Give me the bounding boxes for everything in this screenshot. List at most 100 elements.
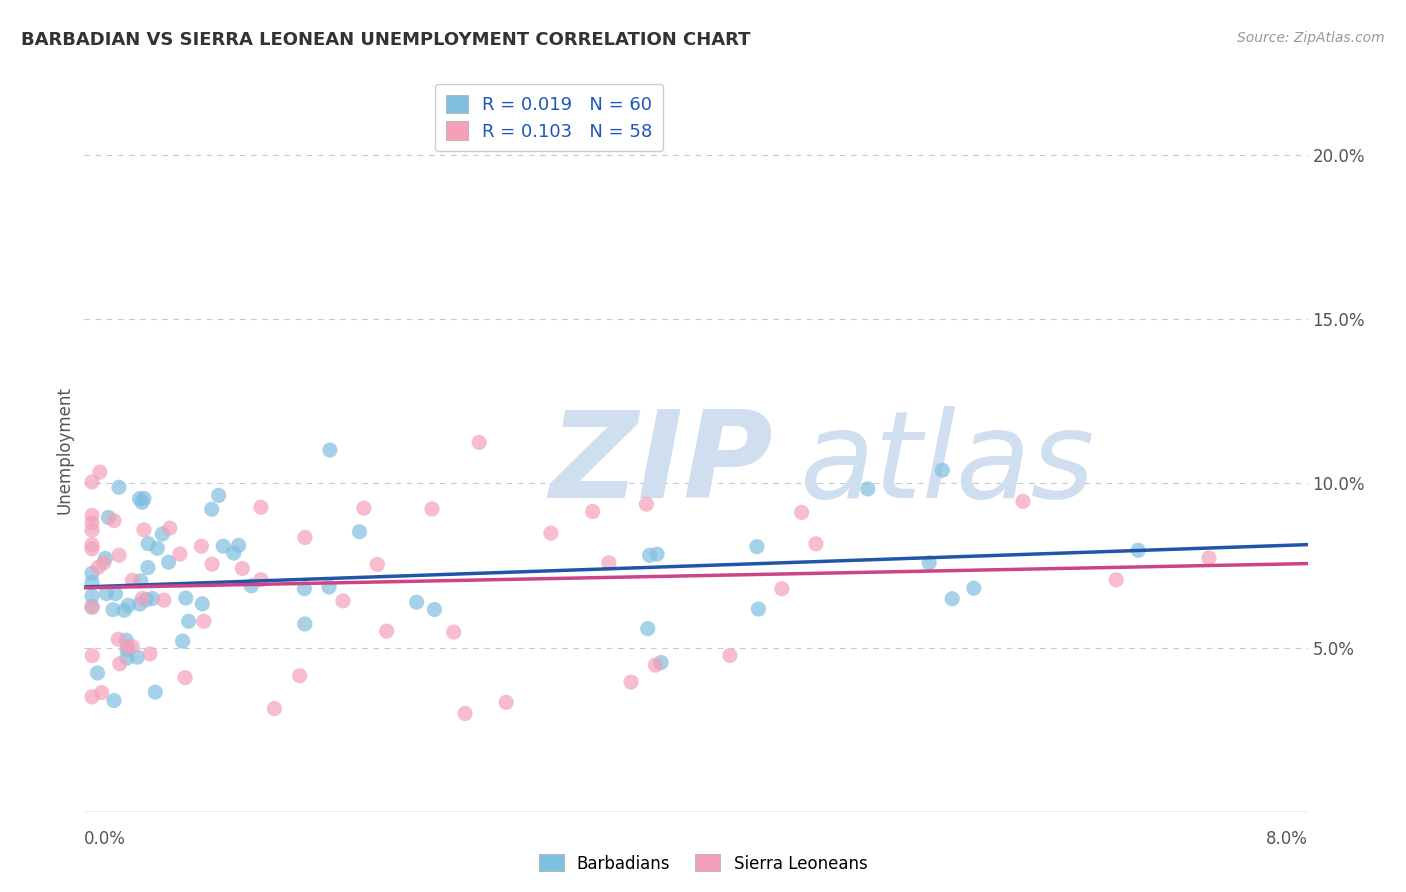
Point [153, 593, 176, 607]
Point [644, 658, 666, 673]
Point [80, 541, 103, 556]
Y-axis label: Unemployment: Unemployment [55, 386, 73, 515]
Point [582, 504, 605, 518]
Point [598, 556, 620, 570]
Point [349, 524, 371, 539]
Point [231, 561, 253, 575]
Point [136, 560, 159, 574]
Point [288, 669, 311, 683]
Point [131, 495, 153, 509]
Point [115, 633, 138, 648]
Legend: Barbadians, Sierra Leoneans: Barbadians, Sierra Leoneans [531, 847, 875, 880]
Point [443, 625, 465, 640]
Point [1126, 543, 1149, 558]
Point [540, 526, 562, 541]
Point [191, 597, 214, 611]
Point [80, 575, 103, 590]
Point [638, 549, 661, 563]
Text: atlas: atlas [800, 407, 1095, 524]
Point [250, 500, 273, 515]
Point [292, 582, 315, 596]
Point [141, 591, 163, 606]
Point [747, 602, 769, 616]
Point [177, 615, 200, 629]
Point [745, 540, 768, 554]
Point [620, 675, 643, 690]
Point [804, 537, 827, 551]
Point [94, 551, 117, 566]
Point [294, 531, 316, 545]
Point [212, 539, 235, 553]
Point [117, 640, 139, 654]
Text: 0.0%: 0.0% [84, 830, 127, 847]
Point [103, 514, 125, 528]
Point [420, 502, 443, 516]
Text: Source: ZipAtlas.com: Source: ZipAtlas.com [1237, 31, 1385, 45]
Point [963, 581, 986, 595]
Point [80, 690, 103, 704]
Point [1198, 551, 1220, 566]
Point [1105, 573, 1128, 587]
Point [80, 600, 103, 615]
Point [87, 560, 110, 574]
Point [80, 599, 103, 614]
Point [201, 557, 224, 571]
Point [353, 501, 375, 516]
Point [127, 650, 149, 665]
Point [80, 475, 103, 489]
Point [80, 538, 103, 552]
Point [718, 648, 741, 663]
Point [650, 656, 672, 670]
Point [495, 695, 517, 709]
Point [174, 591, 197, 605]
Point [169, 547, 191, 561]
Point [121, 640, 143, 654]
Point [80, 589, 103, 603]
Point [117, 599, 139, 613]
Text: ZIP: ZIP [550, 407, 773, 524]
Point [405, 595, 427, 609]
Point [319, 443, 342, 458]
Point [790, 505, 813, 519]
Point [128, 597, 150, 611]
Point [103, 693, 125, 707]
Point [129, 574, 152, 588]
Point [1012, 494, 1035, 508]
Point [136, 537, 159, 551]
Point [931, 463, 953, 477]
Point [115, 642, 138, 657]
Point [468, 435, 491, 450]
Point [101, 602, 124, 616]
Point [86, 665, 108, 680]
Point [240, 579, 263, 593]
Point [131, 591, 153, 606]
Text: BARBADIAN VS SIERRA LEONEAN UNEMPLOYMENT CORRELATION CHART: BARBADIAN VS SIERRA LEONEAN UNEMPLOYMENT… [21, 31, 751, 49]
Point [263, 701, 285, 715]
Point [108, 657, 131, 671]
Point [80, 516, 103, 530]
Point [89, 465, 111, 479]
Point [454, 706, 477, 721]
Point [294, 617, 316, 632]
Point [108, 480, 131, 494]
Point [190, 539, 212, 553]
Point [222, 546, 245, 560]
Point [159, 521, 181, 535]
Point [135, 592, 157, 607]
Point [318, 580, 340, 594]
Point [856, 482, 879, 496]
Point [128, 491, 150, 506]
Point [121, 574, 143, 588]
Point [366, 558, 388, 572]
Point [637, 622, 659, 636]
Point [918, 556, 941, 570]
Point [108, 548, 131, 562]
Point [107, 632, 129, 647]
Legend: R = 0.019   N = 60, R = 0.103   N = 58: R = 0.019 N = 60, R = 0.103 N = 58 [436, 84, 664, 152]
Point [146, 541, 169, 556]
Point [250, 573, 273, 587]
Point [104, 587, 127, 601]
Point [228, 538, 250, 552]
Point [80, 508, 103, 523]
Point [332, 594, 354, 608]
